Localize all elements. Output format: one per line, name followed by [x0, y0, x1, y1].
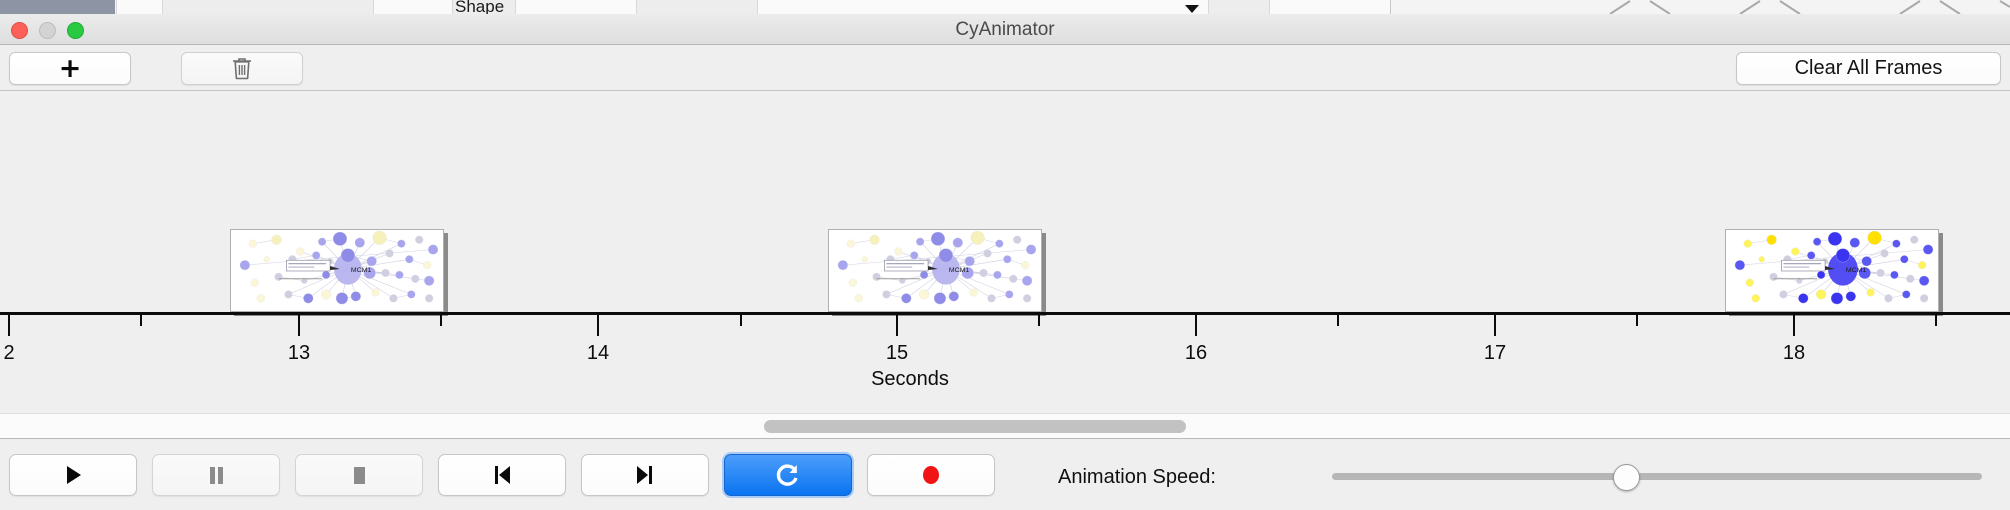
ruler-tick	[597, 315, 599, 336]
ruler-tick	[440, 315, 442, 326]
frame-toolbar: + Clear All Frames	[0, 45, 2010, 91]
svg-text:MCM1: MCM1	[1846, 267, 1867, 274]
skip-to-end-button[interactable]	[581, 454, 709, 496]
background-tab	[1269, 0, 1391, 14]
timeline-scrollbar[interactable]	[0, 413, 2010, 439]
playback-bar: Animation Speed:	[0, 440, 2010, 510]
ruler-tick	[896, 315, 898, 336]
ruler-tick-label: 14	[586, 342, 610, 364]
skip-back-icon	[489, 462, 515, 488]
axis-title: Seconds	[0, 368, 2010, 391]
background-tab	[1208, 0, 1270, 14]
background-tab-active	[0, 0, 115, 14]
plus-icon: +	[58, 53, 82, 84]
svg-text:MCM1: MCM1	[351, 267, 372, 274]
background-window-chrome: Shape	[0, 0, 2010, 15]
ruler-tick	[1494, 315, 1496, 336]
ruler-tick-label: 2	[3, 342, 15, 364]
timeline-ruler[interactable]: 2 13 14 15 16 17 18 Seconds	[0, 312, 2010, 413]
frames-strip: MCM1 MCM1 MCM1	[0, 91, 2010, 312]
timeline-scrollbar-thumb[interactable]	[763, 420, 1186, 433]
ruler-tick-label: 16	[1184, 342, 1208, 364]
ruler-tick	[1195, 315, 1197, 336]
frame-thumbnail-2[interactable]: MCM1	[828, 229, 1042, 312]
background-shape-label: Shape	[455, 0, 505, 15]
skip-to-start-button[interactable]	[438, 454, 566, 496]
window-controls	[11, 22, 84, 39]
maximize-button[interactable]	[67, 22, 84, 39]
ruler-baseline	[0, 312, 2010, 315]
add-frame-button[interactable]: +	[9, 52, 131, 85]
ruler-tick	[8, 315, 10, 336]
background-chevron-icons	[1600, 0, 2010, 14]
delete-frame-button[interactable]	[181, 52, 303, 85]
frame-thumbnail-3[interactable]: MCM1	[1725, 229, 1939, 312]
minimize-button[interactable]	[39, 22, 56, 39]
ruler-tick	[1337, 315, 1339, 326]
stop-icon	[346, 462, 372, 488]
title-bar[interactable]: CyAnimator	[0, 14, 2010, 45]
loop-icon	[775, 462, 801, 488]
svg-text:MCM1: MCM1	[949, 267, 970, 274]
record-icon	[918, 462, 944, 488]
ruler-tick-label: 13	[287, 342, 311, 364]
ruler-tick	[1636, 315, 1638, 326]
background-tab	[757, 0, 1209, 14]
pause-icon	[203, 462, 229, 488]
ruler-tick	[1038, 315, 1040, 326]
animation-speed-label: Animation Speed:	[1058, 466, 1216, 488]
play-icon	[60, 462, 86, 488]
timeline-panel: MCM1 MCM1 MCM1 2 13 14 15 16 17 18 Seconds	[0, 91, 2010, 413]
background-tab	[116, 0, 163, 14]
skip-forward-icon	[632, 462, 658, 488]
close-button[interactable]	[11, 22, 28, 39]
pause-button	[152, 454, 280, 496]
background-tab	[636, 0, 758, 14]
ruler-tick-label: 17	[1483, 342, 1507, 364]
background-dropdown-arrow-icon	[1185, 5, 1199, 13]
ruler-tick	[740, 315, 742, 326]
background-tab	[162, 0, 374, 14]
clear-all-frames-label: Clear All Frames	[1794, 57, 1943, 79]
record-button[interactable]	[867, 454, 995, 496]
clear-all-frames-button[interactable]: Clear All Frames	[1736, 52, 2001, 85]
frame-thumbnail-1[interactable]: MCM1	[230, 229, 444, 312]
play-button[interactable]	[9, 454, 137, 496]
animation-speed-slider[interactable]	[1332, 473, 1982, 480]
ruler-tick-label: 18	[1782, 342, 1806, 364]
loop-button[interactable]	[724, 454, 852, 496]
ruler-tick	[140, 315, 142, 326]
ruler-tick-label: 15	[885, 342, 909, 364]
trash-icon	[232, 57, 252, 80]
background-tab	[515, 0, 637, 14]
window-title: CyAnimator	[955, 19, 1055, 40]
ruler-tick	[298, 315, 300, 336]
background-tab	[373, 0, 453, 14]
stop-button	[295, 454, 423, 496]
axis-title-label: Seconds	[871, 368, 949, 390]
animation-speed-slider-thumb[interactable]	[1612, 464, 1640, 491]
ruler-tick	[1793, 315, 1795, 336]
ruler-tick	[1935, 315, 1937, 326]
